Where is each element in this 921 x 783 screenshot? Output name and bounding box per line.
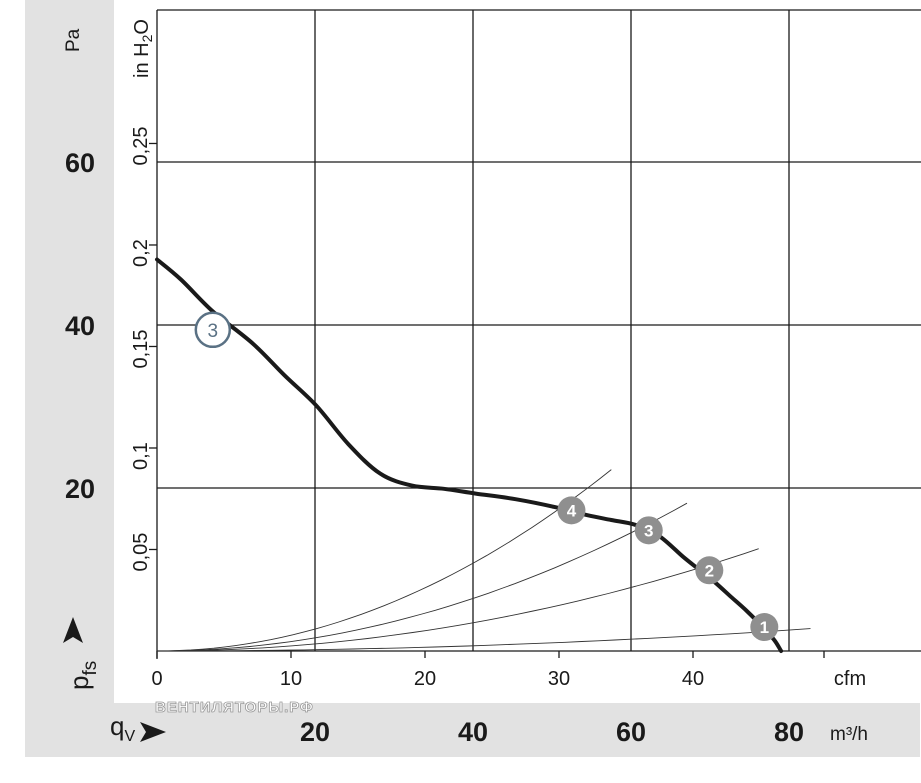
bottom-axis-panel xyxy=(25,703,920,757)
marker-circle xyxy=(634,516,663,545)
marker-circle xyxy=(194,311,232,349)
m3h-tick-label: 40 xyxy=(458,717,488,747)
inh2o-tick-label: 0,25 xyxy=(130,127,152,166)
m3h-tick-label: 20 xyxy=(300,717,330,747)
inh2o-tick-label: 0,15 xyxy=(130,330,152,369)
operating-point-marker-3: 3 xyxy=(634,516,663,545)
pa-tick-label: 60 xyxy=(65,148,95,178)
marker-label: 2 xyxy=(705,561,714,580)
cfm-tick-label: 40 xyxy=(682,668,704,690)
marker-label: 1 xyxy=(760,618,769,637)
cfm-tick-label: 0 xyxy=(151,668,162,690)
inh2o-unit-label: in H2O xyxy=(131,19,155,78)
cfm-tick-label: 10 xyxy=(280,668,302,690)
marker-label: 4 xyxy=(567,501,577,520)
watermark: ВЕНТИЛЯТОРЫ.РФ xyxy=(155,699,314,716)
system-curve-3 xyxy=(156,502,688,652)
system-curve-4 xyxy=(156,469,612,652)
pa-tick-label: 20 xyxy=(65,474,95,504)
marker-label: 3 xyxy=(644,521,653,540)
pa-tick-label: 40 xyxy=(65,311,95,341)
tick-labels: 20 40 60 20 40 60 80 0 10 20 30 40 cfm 0,05 0,1 0,15 0,2… xyxy=(65,127,866,747)
cfm-tick-label: 20 xyxy=(414,668,436,690)
flow-arrow-icon xyxy=(140,722,166,742)
system-curve-2 xyxy=(156,548,759,652)
inh2o-tick-label: 0,05 xyxy=(130,533,152,572)
performance-curve xyxy=(155,257,784,653)
m3h-tick-label: 80 xyxy=(774,717,804,747)
operating-point-marker-3: 3 xyxy=(194,311,232,349)
system-curve-1 xyxy=(157,628,811,652)
cfm-unit-label: cfm xyxy=(834,668,866,690)
operating-point-marker-4: 4 xyxy=(557,496,586,525)
left-axis-panel xyxy=(25,0,114,757)
operating-point-markers: 3 4 3 2 1 xyxy=(194,311,779,642)
pa-unit-label: Pa xyxy=(63,28,84,52)
operating-point-marker-2: 2 xyxy=(695,556,724,585)
pressure-axis-symbol: pfs xyxy=(64,661,101,690)
operating-point-marker-1: 1 xyxy=(750,613,779,642)
m3h-unit-label: m³/h xyxy=(830,724,868,745)
flow-axis-symbol: qV xyxy=(110,711,135,745)
cfm-tick-label: 30 xyxy=(548,668,570,690)
marker-circle xyxy=(750,613,779,642)
grid xyxy=(149,9,921,659)
inh2o-tick-label: 0,1 xyxy=(130,442,152,470)
m3h-tick-label: 60 xyxy=(616,717,646,747)
marker-circle xyxy=(557,496,586,525)
system-curves xyxy=(156,469,811,652)
pressure-arrow-icon xyxy=(63,617,83,643)
inh2o-tick-label: 0,2 xyxy=(130,239,152,267)
marker-label: 3 xyxy=(208,321,219,342)
marker-circle xyxy=(695,556,724,585)
